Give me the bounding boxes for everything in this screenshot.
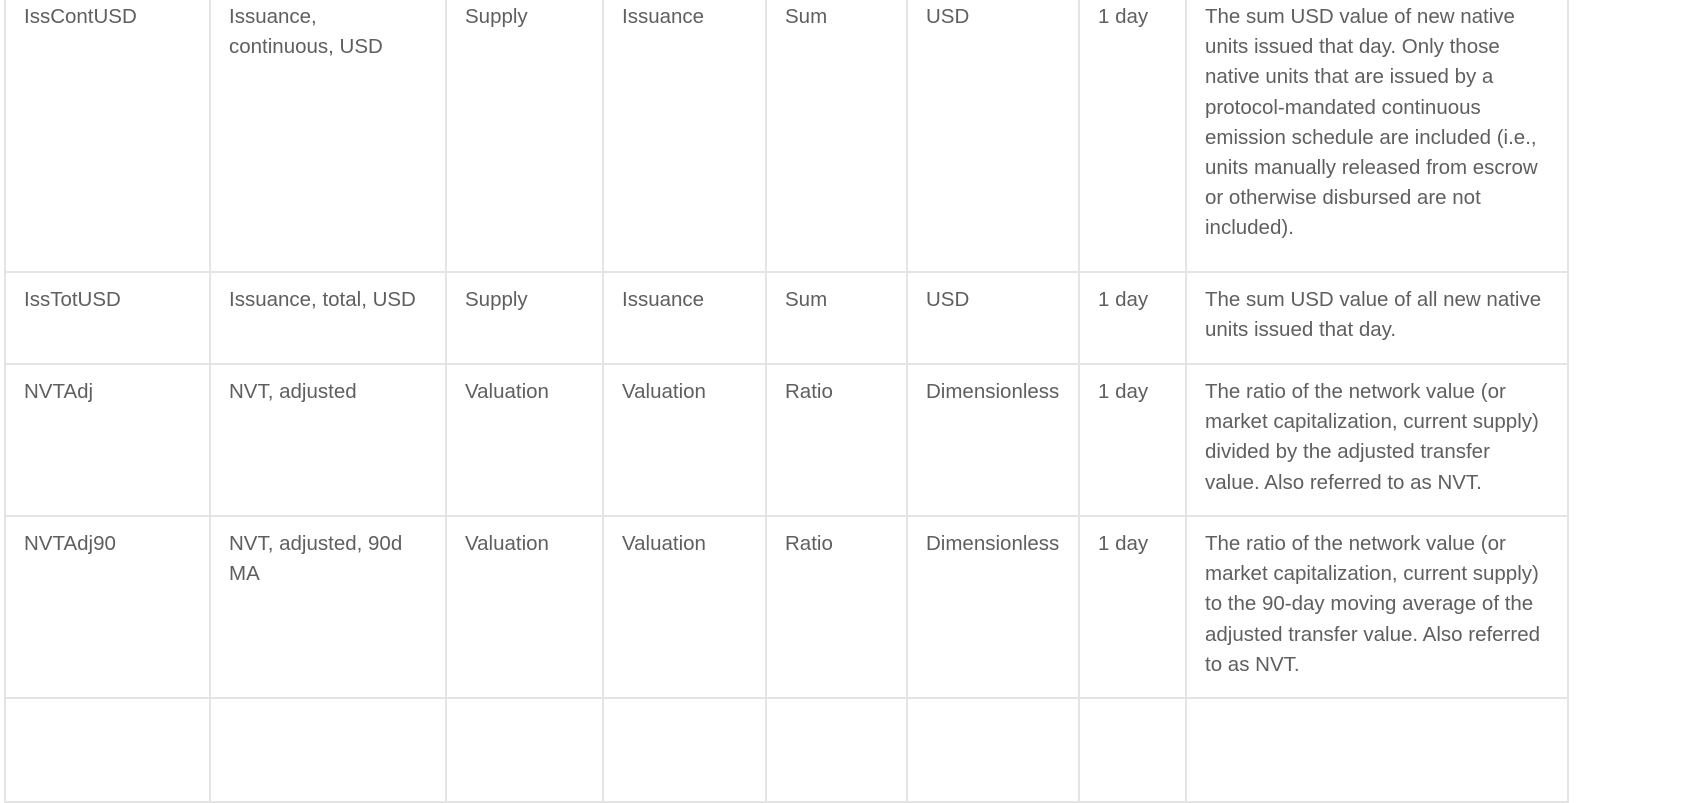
category-cell: Supply bbox=[445, 0, 604, 273]
metric-name-cell: Issuance, continuous, USD bbox=[209, 0, 447, 273]
metrics-table: IssContUSD Issuance, continuous, USD Sup… bbox=[4, 0, 1569, 803]
metric-name-cell: NVT, adjusted bbox=[209, 363, 447, 517]
empty-cell bbox=[1185, 697, 1569, 803]
empty-cell bbox=[1078, 697, 1187, 803]
subcategory-cell: Issuance bbox=[602, 0, 767, 273]
type-cell: Sum bbox=[765, 0, 908, 273]
table-row-partial bbox=[4, 697, 1569, 803]
interval-cell: 1 day bbox=[1078, 363, 1187, 517]
description-cell: The ratio of the network value (or marke… bbox=[1185, 363, 1569, 517]
table-row: NVTAdj90 NVT, adjusted, 90d MA Valuation… bbox=[4, 515, 1569, 699]
empty-cell bbox=[765, 697, 908, 803]
subcategory-cell: Valuation bbox=[602, 515, 767, 699]
table-row: IssTotUSD Issuance, total, USD Supply Is… bbox=[4, 271, 1569, 365]
description-cell: The sum USD value of new native units is… bbox=[1185, 0, 1569, 273]
metric-id-cell: NVTAdj bbox=[4, 363, 211, 517]
unit-cell: Dimensionless bbox=[906, 515, 1080, 699]
unit-cell: USD bbox=[906, 0, 1080, 273]
unit-cell: Dimensionless bbox=[906, 363, 1080, 517]
interval-cell: 1 day bbox=[1078, 515, 1187, 699]
type-cell: Sum bbox=[765, 271, 908, 365]
interval-cell: 1 day bbox=[1078, 271, 1187, 365]
category-cell: Supply bbox=[445, 271, 604, 365]
empty-cell bbox=[4, 697, 211, 803]
empty-cell bbox=[906, 697, 1080, 803]
metric-id-cell: IssTotUSD bbox=[4, 271, 211, 365]
metric-id-cell: NVTAdj90 bbox=[4, 515, 211, 699]
category-cell: Valuation bbox=[445, 363, 604, 517]
metric-id-cell: IssContUSD bbox=[4, 0, 211, 273]
category-cell: Valuation bbox=[445, 515, 604, 699]
type-cell: Ratio bbox=[765, 363, 908, 517]
table-row: IssContUSD Issuance, continuous, USD Sup… bbox=[4, 0, 1569, 273]
empty-cell bbox=[209, 697, 447, 803]
empty-cell bbox=[445, 697, 604, 803]
type-cell: Ratio bbox=[765, 515, 908, 699]
subcategory-cell: Valuation bbox=[602, 363, 767, 517]
unit-cell: USD bbox=[906, 271, 1080, 365]
interval-cell: 1 day bbox=[1078, 0, 1187, 273]
description-cell: The ratio of the network value (or marke… bbox=[1185, 515, 1569, 699]
empty-cell bbox=[602, 697, 767, 803]
subcategory-cell: Issuance bbox=[602, 271, 767, 365]
metric-name-cell: Issuance, total, USD bbox=[209, 271, 447, 365]
description-cell: The sum USD value of all new native unit… bbox=[1185, 271, 1569, 365]
table-row: NVTAdj NVT, adjusted Valuation Valuation… bbox=[4, 363, 1569, 517]
metric-name-cell: NVT, adjusted, 90d MA bbox=[209, 515, 447, 699]
